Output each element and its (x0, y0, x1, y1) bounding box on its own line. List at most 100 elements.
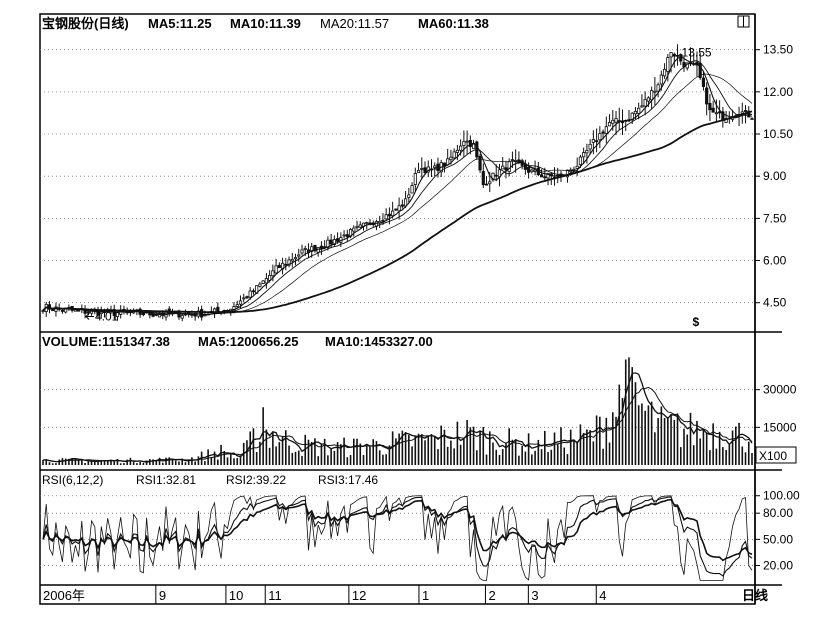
price-candle-body (455, 149, 459, 153)
price-candle-body (643, 99, 647, 107)
x-axis-label: 10 (229, 588, 243, 603)
price-candle-body (595, 140, 599, 143)
dividend-marker: $ (692, 315, 699, 329)
price-candle-body (41, 310, 45, 312)
price-candle-body (669, 52, 673, 58)
price-candle-body (235, 304, 239, 307)
x-axis-label: 2 (488, 588, 495, 603)
volume-unit-label: X100 (759, 449, 787, 463)
price-tick-label: 13.50 (763, 43, 793, 57)
ma20-readout: MA20:11.57 (320, 16, 389, 31)
price-candle-body (407, 194, 411, 198)
price-candle-body (284, 263, 288, 266)
ma60-line (42, 110, 753, 314)
high-price-annotation: 13.55 (682, 45, 712, 59)
price-candle-body (410, 185, 414, 194)
price-candle-body (303, 247, 307, 250)
price-candle-body (313, 244, 317, 252)
price-candle-body (640, 105, 644, 108)
rsi3-line (42, 495, 753, 581)
chart-frame (39, 13, 756, 605)
price-candle-body (274, 265, 278, 274)
price-candle-body (601, 131, 605, 134)
volume-tick-label: 15000 (763, 420, 797, 434)
price-candle-body (591, 139, 595, 143)
price-candle-body (271, 270, 275, 277)
price-candle-body (582, 152, 586, 158)
price-candle-body (539, 174, 544, 178)
price-candle-body (637, 107, 641, 114)
price-candle-body (358, 224, 362, 228)
price-candle-body (501, 165, 505, 170)
ma60-readout: MA60:11.38 (418, 16, 489, 31)
price-candle-body (504, 167, 508, 171)
price-candle-body (400, 204, 404, 207)
price-candle-body (598, 133, 602, 141)
rsi-tick-label: 100.00 (763, 489, 800, 503)
price-candle-body (342, 234, 346, 237)
price-candle-body (426, 166, 430, 173)
price-candle-body (310, 246, 314, 252)
price-candle-body (462, 141, 466, 146)
low-price-annotation: 4.01 (95, 309, 119, 323)
ma5-readout: MA5:11.25 (148, 16, 212, 31)
price-candle-body (701, 77, 706, 87)
price-candle-body (714, 112, 718, 115)
x-axis-label: 12 (352, 588, 366, 603)
price-candle-body (750, 118, 754, 121)
price-candle-body (180, 315, 184, 319)
price-candle-body (381, 219, 385, 222)
price-candle-body (718, 111, 722, 114)
price-panel-title: 宝钢股份(日线) (42, 16, 129, 31)
rsi-tick-label: 80.00 (763, 506, 793, 520)
price-candle-body (614, 118, 618, 123)
price-candle-body (607, 121, 612, 127)
period-label: 日线 (742, 588, 768, 603)
low-price-arrow-head (85, 313, 90, 320)
price-candle-body (711, 107, 715, 113)
rsi-tick-label: 50.00 (763, 532, 793, 546)
price-tick-label: 4.50 (763, 296, 787, 310)
price-candle-body (51, 309, 55, 312)
price-candle-body (391, 210, 395, 217)
price-candle-body (465, 140, 469, 143)
price-candle-body (336, 238, 340, 242)
price-candle-body (507, 161, 511, 173)
price-candle-body (527, 166, 531, 173)
price-candle-body (245, 296, 249, 299)
price-candle-body (345, 234, 349, 237)
price-candle-body (666, 57, 670, 72)
price-candle-body (675, 54, 680, 57)
x-axis-label: 2006年 (43, 588, 85, 603)
price-candle-body (264, 278, 268, 284)
price-candle-body (662, 68, 667, 77)
volume-tick-label: 30000 (763, 383, 797, 397)
price-candle-body (248, 290, 252, 298)
price-candle-body (743, 110, 748, 112)
ma10-line (42, 60, 753, 316)
ma10-readout: MA10:11.39 (230, 16, 301, 31)
rsi3-readout: RSI3:17.46 (318, 473, 378, 487)
price-tick-label: 9.00 (763, 169, 787, 183)
rsi-tick-label: 20.00 (763, 559, 793, 573)
price-candle-body (384, 214, 388, 220)
price-candle-body (588, 143, 592, 150)
price-candle-body (77, 309, 81, 312)
price-candle-body (468, 140, 472, 147)
price-candle-body (261, 280, 265, 284)
x-axis-label: 9 (159, 588, 166, 603)
price-candle-body (633, 110, 638, 115)
price-candle-body (650, 90, 654, 101)
price-candle-body (433, 165, 437, 168)
price-candle-body (300, 249, 304, 254)
price-candle-body (365, 222, 369, 225)
price-candle-body (329, 239, 333, 245)
price-candle-body (659, 74, 663, 85)
price-candle-body (494, 174, 498, 177)
price-candle-body (242, 297, 246, 300)
ma5-line (42, 56, 753, 316)
rsi1-line (42, 496, 753, 577)
price-candle-body (251, 290, 256, 293)
x-axis-label: 11 (268, 588, 282, 603)
price-candle-body (442, 162, 447, 167)
